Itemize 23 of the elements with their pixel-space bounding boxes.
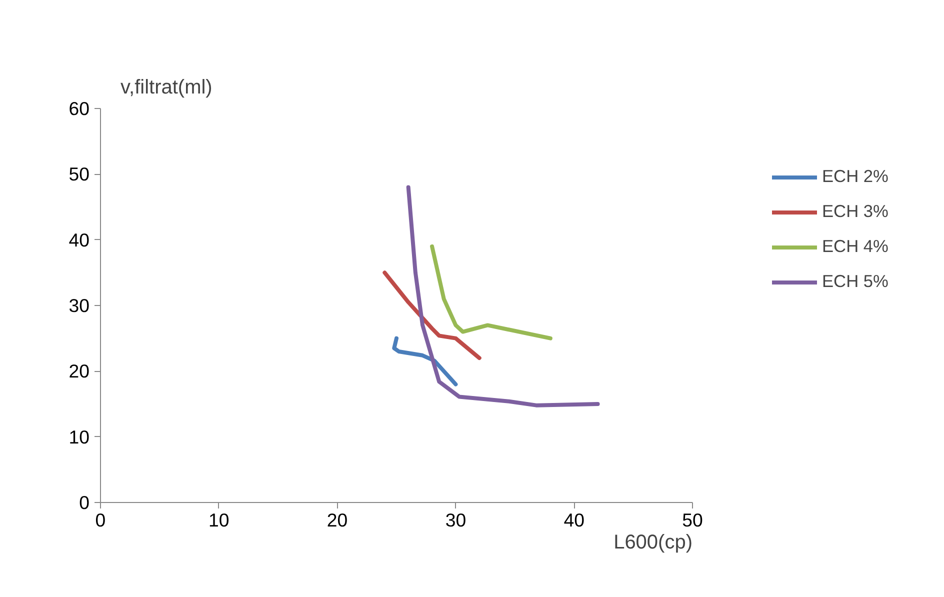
x-tick-label: 20 xyxy=(326,510,348,530)
x-axis-title: L600(cp) xyxy=(614,532,692,554)
x-tick-label: 40 xyxy=(564,510,584,530)
legend-label: ECH 4% xyxy=(822,236,888,257)
y-tick-label: 0 xyxy=(79,492,90,513)
x-tick-label: 30 xyxy=(445,510,466,530)
line-series xyxy=(392,336,458,386)
x-tick-label: 0 xyxy=(95,510,106,530)
y-tick-label: 50 xyxy=(68,164,90,185)
legend-label: ECH 3% xyxy=(822,201,888,222)
y-tick-label: 30 xyxy=(68,295,90,316)
legend-label: ECH 2% xyxy=(822,166,888,187)
y-tick-label: 60 xyxy=(68,98,90,119)
y-tick-label: 40 xyxy=(68,229,90,250)
x-tick-label: 10 xyxy=(208,510,230,530)
y-tick-label: 20 xyxy=(68,360,90,382)
line-series xyxy=(430,244,552,340)
y-axis-title: v,filtrat(ml) xyxy=(120,76,212,98)
y-tick-label: 10 xyxy=(68,426,90,448)
line-series xyxy=(406,185,600,408)
x-tick-label: 50 xyxy=(682,510,703,530)
line-series xyxy=(382,270,482,360)
legend-label: ECH 5% xyxy=(822,271,888,292)
